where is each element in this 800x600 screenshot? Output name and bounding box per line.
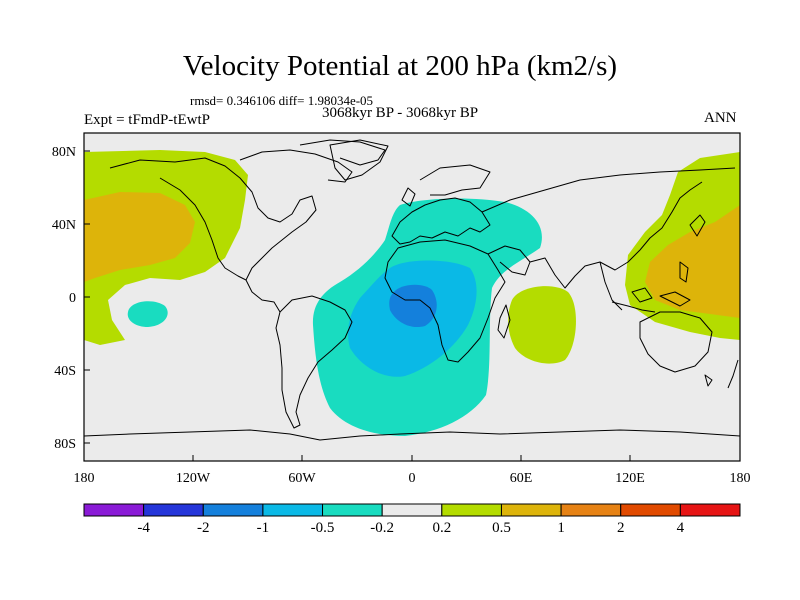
colorbar-swatch [441, 503, 502, 517]
rmsd-diff-stats: rmsd= 0.346106 diff= 1.98034e-05 [190, 93, 374, 108]
colorbar-label: -2 [197, 520, 210, 536]
lat-label: 80S [54, 437, 76, 452]
colorbar-swatch [620, 503, 681, 517]
lon-label: 60W [288, 471, 316, 486]
colorbar-label: 0.2 [432, 520, 451, 536]
colorbar-swatch [322, 503, 383, 517]
contour-pos-indian-ocean [508, 286, 576, 364]
map-title: Velocity Potential at 200 hPa (km2/s) [182, 50, 618, 82]
contour-field [84, 133, 740, 461]
contour-pos-west-pacific-core [645, 205, 740, 318]
colorbar-label: -1 [257, 520, 270, 536]
coastlines [84, 139, 740, 441]
lat-label: 40N [52, 218, 76, 233]
colorbar-swatch [143, 503, 204, 517]
contour-neg-central-africa-core [389, 284, 437, 328]
axis-ticks [83, 150, 741, 461]
period-subtitle: 3068kyr BP - 3068kyr BP [321, 105, 479, 121]
colorbar-label: 1 [557, 520, 565, 536]
lon-label: 120W [176, 471, 211, 486]
lon-labels: 180 120W 60W 0 60E 120E 180 [74, 471, 751, 486]
lat-labels: 80N 40N 0 40S 80S [52, 145, 76, 452]
experiment-label: Expt = tFmdP-tEwtP [84, 112, 210, 128]
colorbar-labels: -4 -2 -1 -0.5 -0.2 0.2 0.5 1 2 4 [137, 520, 684, 536]
lon-label: 180 [74, 471, 95, 486]
lat-label: 0 [69, 291, 76, 306]
colorbar [83, 503, 741, 517]
lon-label: 180 [730, 471, 751, 486]
lat-label: 40S [54, 364, 76, 379]
lat-label: 80N [52, 145, 76, 160]
lon-label: 120E [615, 471, 645, 486]
colorbar-label: -0.5 [311, 520, 335, 536]
colorbar-label: -4 [137, 520, 150, 536]
colorbar-swatch [262, 503, 324, 517]
colorbar-label: 4 [677, 520, 685, 536]
colorbar-swatch [202, 503, 264, 517]
lon-label: 0 [409, 471, 416, 486]
contour-pos-north-pacific-core [84, 192, 195, 282]
colorbar-swatch [381, 503, 443, 517]
season-label: ANN [704, 110, 737, 126]
colorbar-swatch [83, 503, 145, 517]
colorbar-swatch [560, 503, 622, 517]
colorbar-label: 0.5 [492, 520, 511, 536]
colorbar-swatch [500, 503, 562, 517]
contour-neg-east-pacific-cell [127, 301, 168, 327]
colorbar-swatch [679, 503, 741, 517]
lon-label: 60E [510, 471, 533, 486]
colorbar-label: -0.2 [370, 520, 394, 536]
colorbar-label: 2 [617, 520, 625, 536]
